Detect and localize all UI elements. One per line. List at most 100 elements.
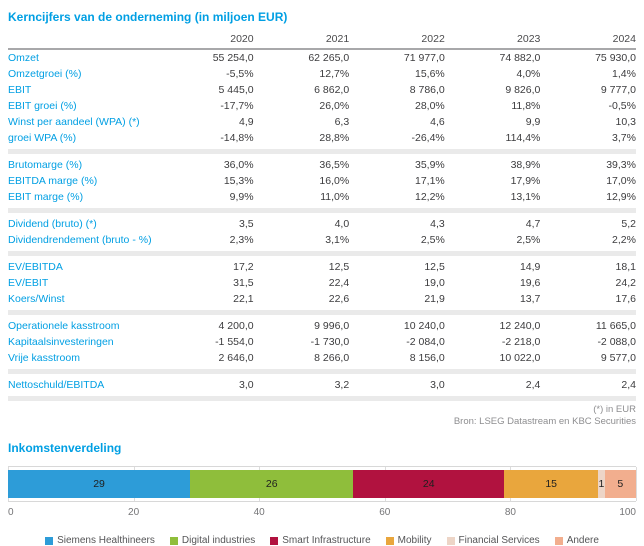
- row-value: 4,7: [525, 218, 541, 230]
- row-value: 15,6%: [415, 68, 445, 80]
- axis-tick-label: 0: [8, 507, 14, 518]
- row-value: 3,2: [334, 379, 350, 391]
- row-value: 8 266,0: [314, 352, 350, 364]
- chart-title: Inkomstenverdeling: [8, 441, 122, 455]
- row-label: Dividendrendement (bruto - %): [8, 234, 152, 246]
- row-value: 18,1: [615, 261, 636, 273]
- row-value: 12,7%: [319, 68, 350, 80]
- table-row: Nettoschuld/EBITDA 3,0 3,2 3,0 2,4 2,4: [8, 377, 636, 393]
- row-value: 3,1%: [325, 234, 350, 246]
- key-figures-table: 2020 2021 2022 2023 2024 Omzet 55 254,0 62 26…: [8, 33, 636, 401]
- bar-segment: 26: [190, 470, 354, 498]
- row-value: 22,1: [233, 293, 254, 305]
- group-separator: [8, 369, 636, 374]
- row-value: 71 977,0: [403, 52, 445, 64]
- row-label: EV/EBIT: [8, 277, 49, 289]
- row-value: -2 088,0: [597, 336, 636, 348]
- table-body: Omzet 55 254,0 62 265,0 71 977,0 74 882,0 75…: [8, 50, 636, 401]
- row-label: Nettoschuld/EBITDA: [8, 379, 105, 391]
- row-label: EBIT: [8, 84, 32, 96]
- row-value: 10 240,0: [403, 320, 445, 332]
- group-separator: [8, 396, 636, 401]
- row-label: Operationele kasstroom: [8, 320, 120, 332]
- row-value: 2,5%: [516, 234, 541, 246]
- bar-segment: 5: [604, 470, 636, 498]
- legend-label: Siemens Healthineers: [57, 535, 155, 546]
- table-row: Omzet 55 254,0 62 265,0 71 977,0 74 882,0 75…: [8, 50, 636, 66]
- row-value: 55 254,0: [212, 52, 254, 64]
- year-column-header: 2022: [421, 33, 445, 45]
- row-label: EV/EBITDA: [8, 261, 63, 273]
- table-row: Dividendrendement (bruto - %) 2,3% 3,1% 2,…: [8, 232, 636, 248]
- row-label: Omzetgroei (%): [8, 68, 82, 80]
- row-value: 17,6: [615, 293, 636, 305]
- table-row: EBITDA marge (%) 15,3% 16,0% 17,1% 17,9% 17,…: [8, 173, 636, 189]
- table-footnotes: (*) in EUR Bron: LSEG Datastream en KBC …: [8, 404, 636, 428]
- row-value: 9 577,0: [600, 352, 636, 364]
- table-row: groei WPA (%) -14,8% 28,8% -26,4% 114,4% 3,7…: [8, 130, 636, 146]
- legend-item: Smart Infrastructure: [270, 535, 371, 546]
- row-value: 74 882,0: [499, 52, 541, 64]
- row-value: 10,3: [615, 116, 636, 128]
- row-value: 4 200,0: [218, 320, 254, 332]
- row-value: -1 554,0: [215, 336, 254, 348]
- table-row: Dividend (bruto) (*) 3,5 4,0 4,3 4,7 5,2: [8, 216, 636, 232]
- year-column-header: 2024: [612, 33, 636, 45]
- legend-item: Andere: [554, 535, 599, 546]
- legend-label: Financial Services: [458, 535, 540, 546]
- gridline: [636, 467, 637, 501]
- bar-segment: 29: [8, 470, 191, 498]
- row-value: 3,0: [430, 379, 445, 391]
- row-value: 12 240,0: [499, 320, 541, 332]
- row-value: -1 730,0: [310, 336, 350, 348]
- row-value: 22,4: [328, 277, 350, 289]
- legend-label: Smart Infrastructure: [282, 535, 371, 546]
- table-row: Koers/Winst 22,1 22,6 21,9 13,7 17,6: [8, 291, 636, 307]
- table-row: EBIT 5 445,0 6 862,0 8 786,0 9 826,0 9 777,0: [8, 82, 636, 98]
- axis-tick-label: 60: [379, 507, 391, 518]
- stacked-bar-plot-area: 29 26 24 15 1 5: [8, 466, 637, 502]
- row-value: 17,0%: [606, 175, 636, 187]
- legend-item: Digital industries: [169, 535, 255, 546]
- row-value: 12,2%: [415, 191, 445, 203]
- row-value: 2,3%: [229, 234, 254, 246]
- row-value: 2,5%: [420, 234, 445, 246]
- row-value: 11,8%: [511, 100, 541, 112]
- row-value: 2 646,0: [218, 352, 254, 364]
- row-value: 114,4%: [505, 132, 541, 144]
- row-label: Vrije kasstroom: [8, 352, 80, 364]
- group-separator: [8, 310, 636, 315]
- row-value: 5 445,0: [218, 84, 254, 96]
- row-value: 8 786,0: [409, 84, 445, 96]
- year-column-header: 2023: [517, 33, 541, 45]
- row-value: 16,0%: [319, 175, 350, 187]
- bar-segment: 24: [353, 470, 505, 498]
- income-distribution-chart: Inkomstenverdeling 29 26 24 15 1 5 0 20 40 60 80 1…: [8, 441, 637, 546]
- row-value: 19,6: [519, 277, 541, 289]
- row-value: -17,7%: [220, 100, 254, 112]
- row-label: EBITDA marge (%): [8, 175, 98, 187]
- row-value: 5,2: [621, 218, 636, 230]
- row-value: 9,9: [525, 116, 541, 128]
- table-row: EV/EBIT 31,5 22,4 19,0 19,6 24,2: [8, 275, 636, 291]
- row-value: -26,4%: [411, 132, 445, 144]
- row-value: 4,6: [430, 116, 445, 128]
- table-row: Operationele kasstroom 4 200,0 9 996,0 10 …: [8, 318, 636, 334]
- table-row: Brutomarge (%) 36,0% 36,5% 35,9% 38,9% 39,3%: [8, 157, 636, 173]
- row-value: 4,3: [430, 218, 445, 230]
- axis-tick-label: 20: [128, 507, 140, 518]
- group-separator: [8, 251, 636, 256]
- row-value: 39,3%: [606, 159, 636, 171]
- row-value: 26,0%: [319, 100, 350, 112]
- year-column-header: 2021: [325, 33, 350, 45]
- row-value: 13,7: [519, 293, 541, 305]
- table-source: Bron: LSEG Datastream en KBC Securities: [453, 416, 636, 427]
- row-value: 9 996,0: [314, 320, 350, 332]
- group-separator: [8, 208, 636, 213]
- row-value: 4,0: [334, 218, 350, 230]
- row-label: groei WPA (%): [8, 132, 77, 144]
- group-separator: [8, 149, 636, 154]
- row-value: 12,5: [424, 261, 445, 273]
- row-value: 12,9%: [606, 191, 636, 203]
